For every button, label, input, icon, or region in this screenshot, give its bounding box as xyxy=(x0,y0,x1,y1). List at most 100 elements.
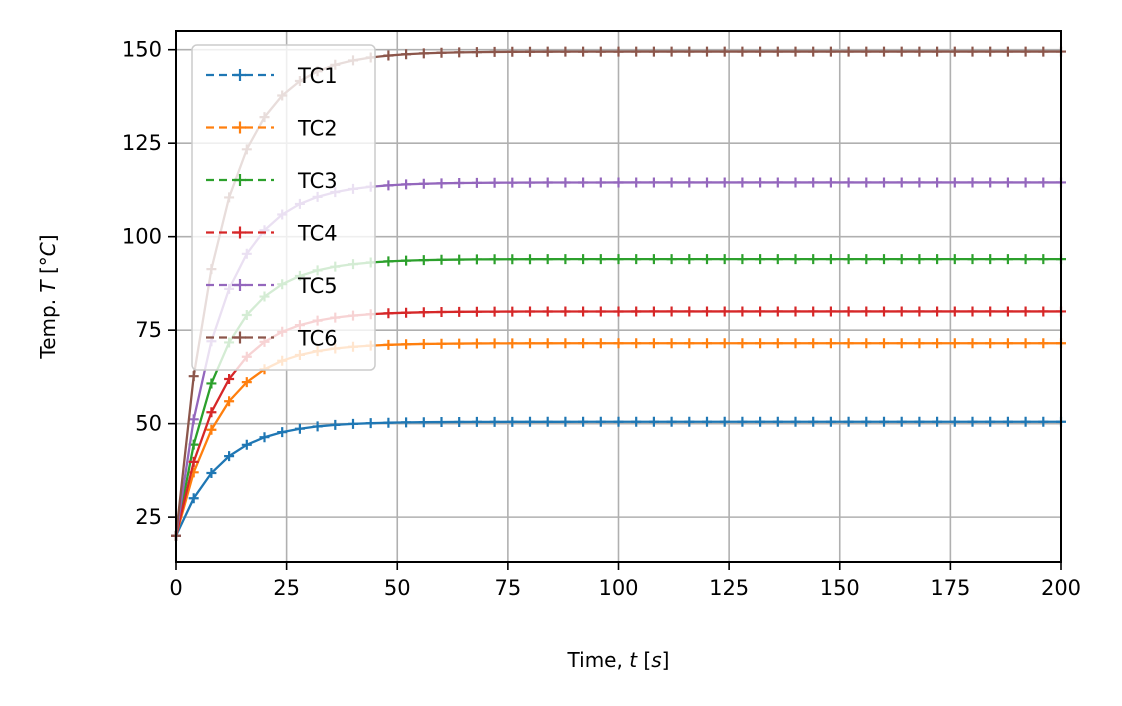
data-point xyxy=(737,254,748,265)
legend-item-tc6: TC6 xyxy=(206,327,338,351)
legend-item-tc3: TC3 xyxy=(206,169,338,193)
x-tick-label: 125 xyxy=(709,576,749,600)
data-point xyxy=(383,180,394,191)
data-point xyxy=(454,306,465,317)
data-point xyxy=(914,254,925,265)
x-axis-label: Time, t [s] xyxy=(567,648,670,672)
data-point xyxy=(648,177,659,188)
data-point xyxy=(365,418,376,429)
data-point xyxy=(1002,177,1013,188)
data-point xyxy=(1002,254,1013,265)
legend-marker xyxy=(234,226,246,239)
legend-marker xyxy=(234,121,246,134)
data-point xyxy=(967,46,978,57)
data-point xyxy=(985,338,996,349)
data-point xyxy=(595,46,606,57)
data-point xyxy=(896,177,907,188)
legend-marker xyxy=(234,174,246,186)
data-point xyxy=(949,254,960,265)
data-point xyxy=(790,416,801,427)
y-tick-label: 125 xyxy=(122,131,162,155)
data-point xyxy=(949,306,960,317)
data-point xyxy=(1038,177,1049,188)
data-point xyxy=(702,177,712,188)
data-point xyxy=(383,417,394,428)
data-point xyxy=(737,416,748,427)
legend-label: TC2 xyxy=(297,117,338,141)
data-point xyxy=(525,46,535,57)
data-point xyxy=(967,177,978,188)
data-point xyxy=(1020,254,1031,265)
data-point xyxy=(560,177,571,188)
data-point xyxy=(525,254,535,265)
data-point xyxy=(772,46,783,57)
data-point xyxy=(613,254,624,265)
data-point xyxy=(896,46,907,57)
legend-label: TC6 xyxy=(297,327,338,351)
data-point xyxy=(525,306,535,317)
data-point xyxy=(843,254,854,265)
data-point xyxy=(932,177,943,188)
data-point xyxy=(383,50,394,61)
data-point xyxy=(595,338,606,349)
ticks: 0 25 50 75 100 125 150 175 200 25 50 75 100 125 150 xyxy=(122,38,1081,600)
data-point xyxy=(224,374,235,385)
data-point xyxy=(224,451,235,462)
data-point xyxy=(525,177,535,188)
x-tick-label: 150 xyxy=(820,576,860,600)
data-point xyxy=(560,416,571,427)
data-point xyxy=(542,177,553,188)
data-point xyxy=(206,407,217,418)
data-point xyxy=(808,306,819,317)
data-point xyxy=(471,416,482,427)
data-point xyxy=(595,416,606,427)
data-point xyxy=(702,338,712,349)
data-point xyxy=(808,177,819,188)
data-point xyxy=(188,456,199,467)
data-point xyxy=(879,177,889,188)
data-point xyxy=(542,338,553,349)
legend-label: TC3 xyxy=(297,169,338,193)
data-point xyxy=(1020,46,1031,57)
data-point xyxy=(896,254,907,265)
y-tick-label: 100 xyxy=(122,225,162,249)
data-point xyxy=(790,177,801,188)
data-point xyxy=(684,306,695,317)
data-point xyxy=(949,46,960,57)
data-point xyxy=(719,254,730,265)
data-point xyxy=(985,254,996,265)
data-point xyxy=(1002,416,1013,427)
data-point xyxy=(206,424,217,435)
data-point xyxy=(737,338,748,349)
data-point xyxy=(471,338,482,349)
data-point xyxy=(401,179,412,190)
data-point xyxy=(578,338,589,349)
data-point xyxy=(401,417,412,428)
x-tick-label: 25 xyxy=(273,576,300,600)
data-point xyxy=(702,46,712,57)
data-point xyxy=(755,177,766,188)
data-point xyxy=(471,47,482,58)
data-point xyxy=(489,254,500,265)
data-point xyxy=(241,377,252,388)
data-point xyxy=(631,306,642,317)
data-point xyxy=(507,254,518,265)
data-point xyxy=(843,416,854,427)
data-point xyxy=(454,254,465,265)
legend-marker xyxy=(234,331,246,344)
data-point xyxy=(1020,338,1031,349)
data-point xyxy=(1038,416,1049,427)
data-point xyxy=(790,254,801,265)
data-point xyxy=(507,177,518,188)
x-tick-label: 175 xyxy=(930,576,970,600)
data-point xyxy=(684,416,695,427)
x-tick-label: 100 xyxy=(598,576,638,600)
data-point xyxy=(666,177,677,188)
data-point xyxy=(401,339,412,350)
data-point xyxy=(489,177,500,188)
data-point xyxy=(560,306,571,317)
data-point xyxy=(613,306,624,317)
data-point xyxy=(578,306,589,317)
data-point xyxy=(383,339,394,350)
